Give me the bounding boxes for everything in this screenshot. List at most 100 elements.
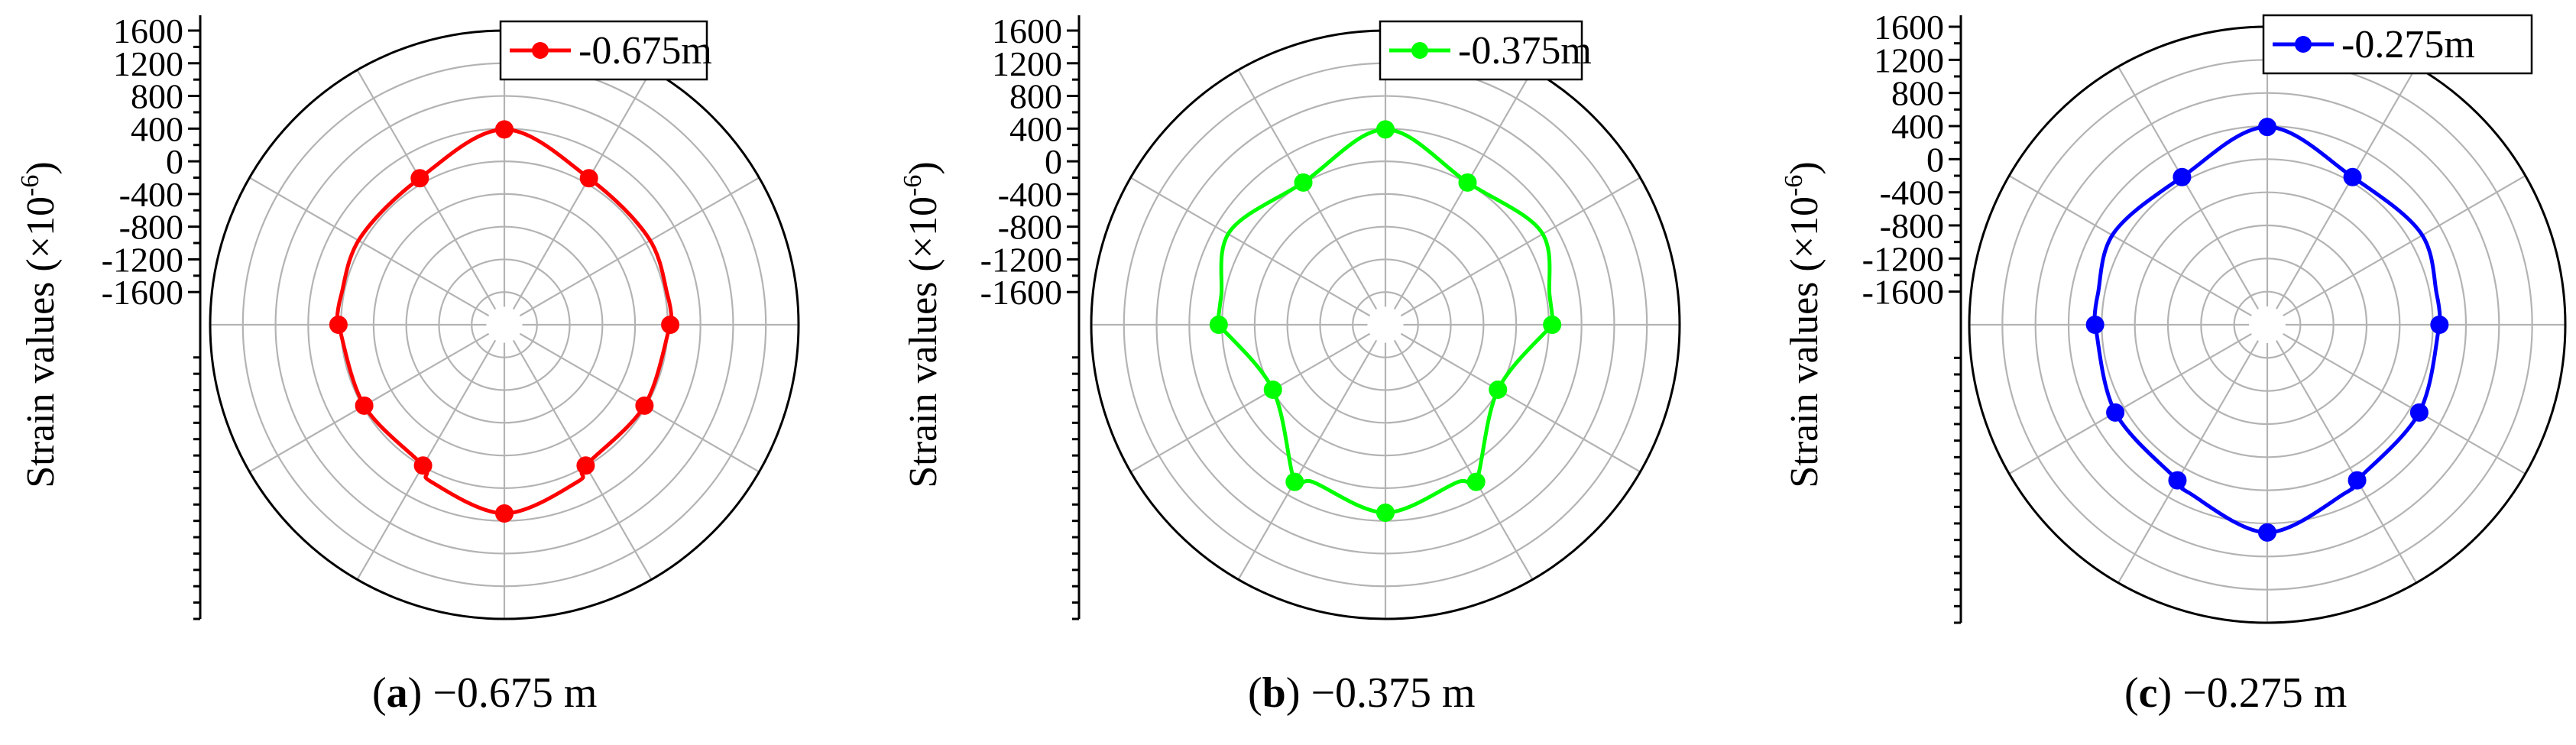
tick-label: 1200 xyxy=(1874,40,1944,79)
grid-spoke xyxy=(1400,332,1641,473)
y-axis-label: Strain values (×10-6) xyxy=(16,161,63,487)
grid-spokes xyxy=(1091,31,1680,619)
data-point xyxy=(329,316,348,334)
caption-open-paren: ( xyxy=(372,669,387,717)
data-point xyxy=(1376,503,1395,522)
y-axis-label-exponent: -6 xyxy=(1780,175,1808,196)
grid-spoke xyxy=(2283,332,2526,475)
legend: -0.675m xyxy=(499,20,712,81)
grid-spoke xyxy=(1393,339,1534,580)
caption-close-paren: ) xyxy=(408,669,423,717)
grid-spoke xyxy=(356,70,497,310)
y-axis-label-close: ) xyxy=(902,161,945,174)
grid-spoke xyxy=(512,70,653,310)
data-point xyxy=(355,396,374,415)
tick-label: -1600 xyxy=(1862,273,1944,312)
grid-spoke xyxy=(2275,340,2417,584)
data-point xyxy=(661,316,680,334)
data-point xyxy=(413,456,433,475)
data-point xyxy=(2348,471,2367,490)
tick-label: -1200 xyxy=(102,240,183,279)
tick-label: 400 xyxy=(1891,107,1944,146)
y-axis-label-close: ) xyxy=(19,161,63,174)
tick-label: -800 xyxy=(119,208,183,247)
series-markers xyxy=(2085,118,2449,542)
y-axis-label-close: ) xyxy=(1783,161,1826,174)
tick-label: 800 xyxy=(131,77,183,116)
legend-swatch-marker xyxy=(532,42,549,59)
grid-spoke xyxy=(519,177,760,317)
grid-spoke xyxy=(2275,66,2417,309)
series-markers xyxy=(1209,120,1562,522)
data-point xyxy=(495,120,514,139)
data-point xyxy=(2085,316,2105,334)
tick-label: 800 xyxy=(1009,77,1062,116)
series-markers xyxy=(329,120,680,523)
tick-label: -400 xyxy=(1880,173,1944,212)
y-axis-label-main: Strain values (×10 xyxy=(1783,196,1826,488)
legend-label: -0.675m xyxy=(578,29,712,73)
tick-label: 1600 xyxy=(1874,8,1944,47)
data-point xyxy=(2258,523,2276,542)
caption-letter: a xyxy=(387,669,408,717)
grid-spoke xyxy=(2283,175,2526,317)
tick-label: 0 xyxy=(1045,142,1062,181)
tick-label: 800 xyxy=(1891,74,1944,113)
data-point xyxy=(2258,118,2276,137)
data-point xyxy=(576,456,595,475)
data-point xyxy=(1489,381,1508,400)
tick-label: -1200 xyxy=(1862,239,1944,278)
grid-spoke xyxy=(2118,340,2260,584)
data-point xyxy=(579,169,598,188)
data-point xyxy=(1285,472,1304,491)
y-axis-label-main: Strain values (×10 xyxy=(19,196,63,488)
data-point xyxy=(1543,316,1562,334)
grid-spoke xyxy=(1237,339,1378,580)
caption-text: −0.375 m xyxy=(1300,669,1475,717)
caption-letter: b xyxy=(1262,669,1286,717)
data-point xyxy=(2168,471,2187,490)
grid-spoke xyxy=(1130,332,1371,473)
grid-spoke xyxy=(249,177,490,317)
panel-caption: (b) −0.375 m xyxy=(1248,669,1476,717)
data-point xyxy=(1458,173,1477,192)
data-point xyxy=(1376,120,1395,139)
tick-label: 1200 xyxy=(113,44,183,83)
data-point xyxy=(495,504,514,523)
tick-label: -1200 xyxy=(980,240,1062,279)
y-axis-label-main: Strain values (×10 xyxy=(902,196,945,488)
data-point xyxy=(635,396,654,415)
tick-label: -800 xyxy=(1880,206,1944,245)
panel-caption: (c) −0.275 m xyxy=(2124,669,2347,717)
data-point xyxy=(1294,173,1313,192)
grid-spokes xyxy=(210,31,799,619)
grid-spoke xyxy=(2008,332,2252,475)
y-axis-label-exponent: -6 xyxy=(16,175,44,196)
tick-label: 0 xyxy=(166,142,183,181)
caption-open-paren: ( xyxy=(1248,669,1262,717)
tick-label: 0 xyxy=(1926,140,1944,179)
grid-spoke xyxy=(1130,177,1371,317)
grid-spoke xyxy=(2118,66,2260,309)
caption-close-paren: ) xyxy=(2158,669,2173,717)
tick-label: -400 xyxy=(119,175,183,214)
y-axis-label: Strain values (×10-6) xyxy=(1780,161,1826,487)
grid-spoke xyxy=(1400,177,1641,317)
panel-caption: (a) −0.675 m xyxy=(372,669,597,717)
tick-label: -1600 xyxy=(980,273,1062,312)
y-axis-label-exponent: -6 xyxy=(899,175,927,196)
caption-letter: c xyxy=(2139,669,2158,717)
caption-text: −0.275 m xyxy=(2172,669,2347,717)
data-point xyxy=(2106,403,2125,422)
data-point xyxy=(1466,472,1486,491)
legend-label: -0.375m xyxy=(1458,29,1592,73)
tick-label: 400 xyxy=(1009,109,1062,148)
tick-label: -800 xyxy=(998,208,1062,247)
data-point xyxy=(2173,167,2192,186)
legend: -0.375m xyxy=(1379,20,1592,81)
